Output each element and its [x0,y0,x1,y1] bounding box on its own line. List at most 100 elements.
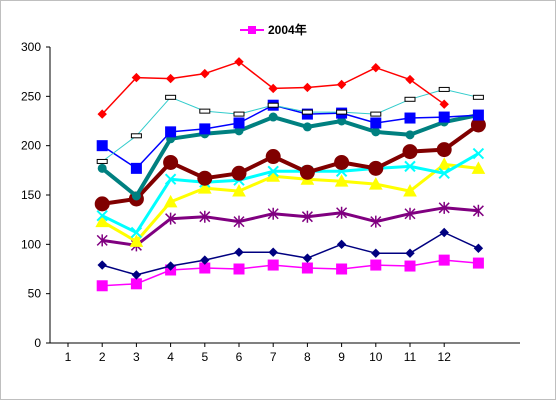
data-point [233,111,245,117]
data-point [336,79,347,90]
series-9 [96,86,484,164]
data-point [405,74,415,85]
series-line [101,88,479,162]
data-point [97,260,107,270]
series-group [94,57,486,292]
data-point [130,226,143,239]
data-point [268,112,278,122]
x-tick-label: 10 [369,350,383,364]
x-tick-label: 9 [338,350,345,364]
data-point [472,147,485,160]
series-2 [97,227,484,280]
data-point [438,254,450,266]
data-point [404,160,416,173]
data-point [233,215,245,228]
series-line [101,206,479,247]
x-tick-label: 3 [133,350,140,364]
data-point [234,57,244,67]
data-point [368,177,383,190]
data-point [438,201,450,214]
data-point [200,255,210,265]
data-point [472,257,484,269]
data-point [199,108,211,114]
y-tick-label: 250 [21,89,41,103]
series-3 [96,201,484,252]
x-tick-label: 6 [236,350,243,364]
data-point [336,239,347,250]
x-tick-label: 12 [438,350,452,364]
series-line [102,259,479,287]
data-point [94,196,110,212]
data-point [200,68,210,79]
y-tick-label: 150 [21,188,41,202]
data-point [232,184,246,197]
data-point [96,158,108,164]
data-point [165,126,177,138]
data-point [131,191,141,201]
x-tick-label: 11 [404,350,417,364]
y-tick-label: 0 [34,336,41,350]
data-point [302,82,313,93]
data-point [197,181,212,194]
series-6 [94,117,486,212]
data-point [368,160,384,176]
y-tick-label: 200 [21,139,41,153]
data-point [404,112,416,124]
data-point [267,165,279,178]
data-point [302,253,313,263]
x-tick-label: 2 [99,350,106,364]
data-point [268,83,278,94]
data-point [370,111,382,117]
data-point [439,99,449,109]
data-point [131,72,142,83]
data-point [472,94,484,100]
data-point [96,280,108,292]
y-tick-label: 300 [21,40,41,54]
data-point [336,206,348,219]
data-point [302,122,312,132]
data-point [371,127,381,137]
data-point [437,157,452,170]
legend: 2004年 [240,22,307,37]
data-point [301,109,313,115]
data-point [370,117,382,129]
x-tick-label: 5 [201,350,208,364]
data-point [473,243,484,253]
data-point [233,263,245,275]
data-point [163,194,178,208]
data-point [472,109,484,121]
data-point [129,234,144,247]
data-point [199,210,211,223]
data-point [301,210,313,223]
x-tick-label: 7 [270,350,277,364]
data-point [96,140,108,152]
data-point [438,86,450,92]
series-line [101,231,479,276]
data-point [439,227,449,238]
data-point [197,170,213,186]
x-tick-label: 8 [304,350,311,364]
data-point [336,263,348,275]
data-point [438,111,450,123]
data-point [371,63,381,73]
data-point [405,130,415,140]
data-point [370,215,382,228]
data-point [472,204,484,217]
x-tick-label: 4 [167,350,174,364]
y-tick-label: 50 [28,287,42,301]
data-point [267,102,279,108]
data-point [266,169,281,182]
data-point [404,96,416,102]
series-line [101,162,479,243]
data-point [163,154,179,170]
data-point [334,154,350,170]
data-point [96,210,108,222]
legend-label: 2004年 [268,22,307,37]
series-4 [95,157,486,247]
data-point [438,167,450,180]
data-point [402,144,418,160]
data-point [130,133,142,139]
data-point [97,163,107,173]
